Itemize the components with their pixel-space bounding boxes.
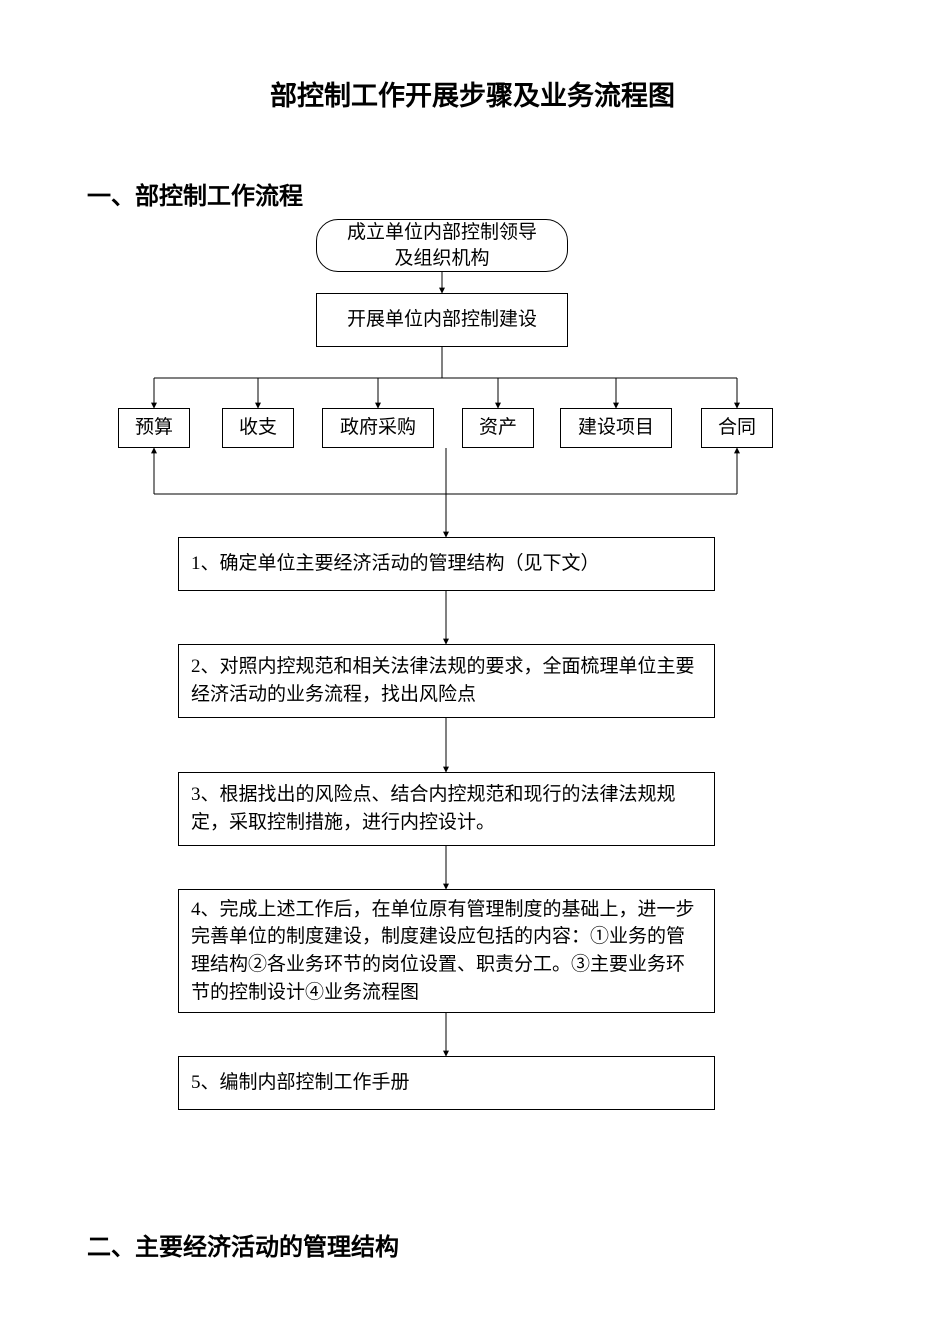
flow-node-step1-label: 1、确定单位主要经济活动的管理结构（见下文） <box>191 550 600 578</box>
flow-node-cat5: 建设项目 <box>560 408 672 448</box>
page: 部控制工作开展步骤及业务流程图 一、部控制工作流程 成立单位内部控制领导 及组织… <box>0 0 945 1337</box>
flow-node-root-label: 成立单位内部控制领导 及组织机构 <box>347 220 537 271</box>
flow-node-step1: 1、确定单位主要经济活动的管理结构（见下文） <box>178 537 715 591</box>
flow-node-cat4-label: 资产 <box>479 415 517 441</box>
section-heading-1: 一、部控制工作流程 <box>87 176 303 211</box>
page-title: 部控制工作开展步骤及业务流程图 <box>0 74 945 113</box>
flow-node-step5-label: 5、编制内部控制工作手册 <box>191 1069 410 1097</box>
flow-node-build: 开展单位内部控制建设 <box>316 293 568 347</box>
flow-node-step2-label: 2、对照内控规范和相关法律法规的要求，全面梳理单位主要经济活动的业务流程，找出风… <box>191 653 702 708</box>
flow-node-step5: 5、编制内部控制工作手册 <box>178 1056 715 1110</box>
section-heading-2: 二、主要经济活动的管理结构 <box>87 1227 399 1262</box>
flow-node-cat3: 政府采购 <box>322 408 434 448</box>
flow-node-root: 成立单位内部控制领导 及组织机构 <box>316 219 568 272</box>
flow-node-step2: 2、对照内控规范和相关法律法规的要求，全面梳理单位主要经济活动的业务流程，找出风… <box>178 644 715 718</box>
flow-node-cat4: 资产 <box>462 408 534 448</box>
flow-node-cat5-label: 建设项目 <box>578 415 654 441</box>
flow-node-step3: 3、根据找出的风险点、结合内控规范和现行的法律法规规定，采取控制措施，进行内控设… <box>178 772 715 846</box>
flow-node-cat2-label: 收支 <box>239 415 277 441</box>
flow-node-cat6-label: 合同 <box>718 415 756 441</box>
flow-node-cat1-label: 预算 <box>135 415 173 441</box>
flow-node-cat2: 收支 <box>222 408 294 448</box>
flow-node-build-label: 开展单位内部控制建设 <box>347 307 537 333</box>
flow-node-cat3-label: 政府采购 <box>340 415 416 441</box>
flow-node-step3-label: 3、根据找出的风险点、结合内控规范和现行的法律法规规定，采取控制措施，进行内控设… <box>191 781 702 836</box>
flow-node-step4: 4、完成上述工作后，在单位原有管理制度的基础上，进一步完善单位的制度建设，制度建… <box>178 889 715 1013</box>
flow-node-cat1: 预算 <box>118 408 190 448</box>
flow-node-cat6: 合同 <box>701 408 773 448</box>
flow-node-step4-label: 4、完成上述工作后，在单位原有管理制度的基础上，进一步完善单位的制度建设，制度建… <box>191 896 702 1006</box>
